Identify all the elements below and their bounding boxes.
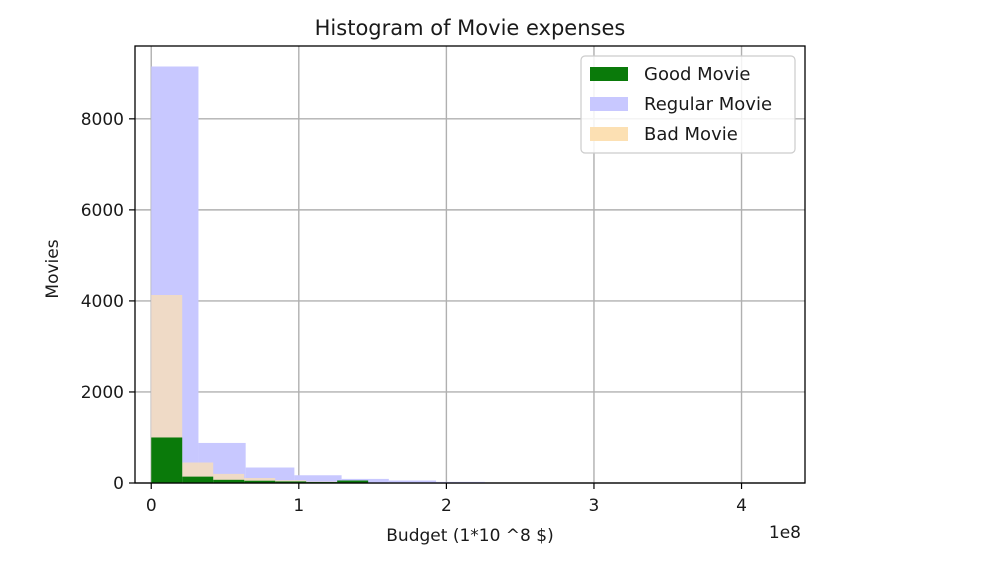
y-tick-label: 2000 bbox=[81, 383, 124, 403]
histogram-bar bbox=[294, 475, 342, 483]
histogram-bars bbox=[151, 66, 485, 483]
histogram-bar bbox=[213, 473, 245, 483]
histogram-bar bbox=[182, 476, 214, 483]
x-axis-offset-label: 1e8 bbox=[769, 523, 801, 543]
histogram-bar bbox=[275, 481, 307, 483]
legend-box bbox=[580, 55, 796, 154]
histogram-bar bbox=[244, 480, 276, 483]
y-tick-label: 8000 bbox=[81, 110, 124, 130]
plot-frame bbox=[134, 45, 806, 484]
legend-label: Bad Movie bbox=[644, 124, 738, 145]
legend-swatch bbox=[590, 127, 628, 141]
x-tick-label: 2 bbox=[441, 496, 452, 516]
histogram-bar bbox=[244, 477, 276, 483]
x-axis-label: Budget (1*10 ^8 $) bbox=[386, 526, 553, 546]
legend-swatch bbox=[590, 97, 628, 111]
legend: Good Movie Regular Movie Bad Movie bbox=[580, 55, 796, 154]
legend-swatch bbox=[590, 67, 628, 81]
y-tick-label: 4000 bbox=[81, 292, 124, 312]
x-tick-label: 1 bbox=[293, 496, 304, 516]
legend-label: Good Movie bbox=[644, 64, 750, 85]
legend-label: Regular Movie bbox=[644, 94, 772, 115]
histogram-bar bbox=[337, 480, 369, 483]
y-tick-label: 6000 bbox=[81, 201, 124, 221]
axis-ticks: 0 1 2 3 4 0 2000 4000 6000 8000 bbox=[81, 110, 747, 516]
x-tick-label: 3 bbox=[589, 496, 600, 516]
x-tick-label: 4 bbox=[736, 496, 747, 516]
series-regular-movie bbox=[151, 66, 485, 483]
histogram-bar bbox=[213, 479, 245, 483]
chart-title: Histogram of Movie expenses bbox=[315, 16, 626, 40]
y-axis-label: Movies bbox=[43, 239, 63, 298]
x-tick-label: 0 bbox=[146, 496, 157, 516]
histogram-bar bbox=[151, 437, 183, 483]
histogram-bar bbox=[388, 480, 437, 483]
y-tick-label: 0 bbox=[113, 474, 124, 494]
